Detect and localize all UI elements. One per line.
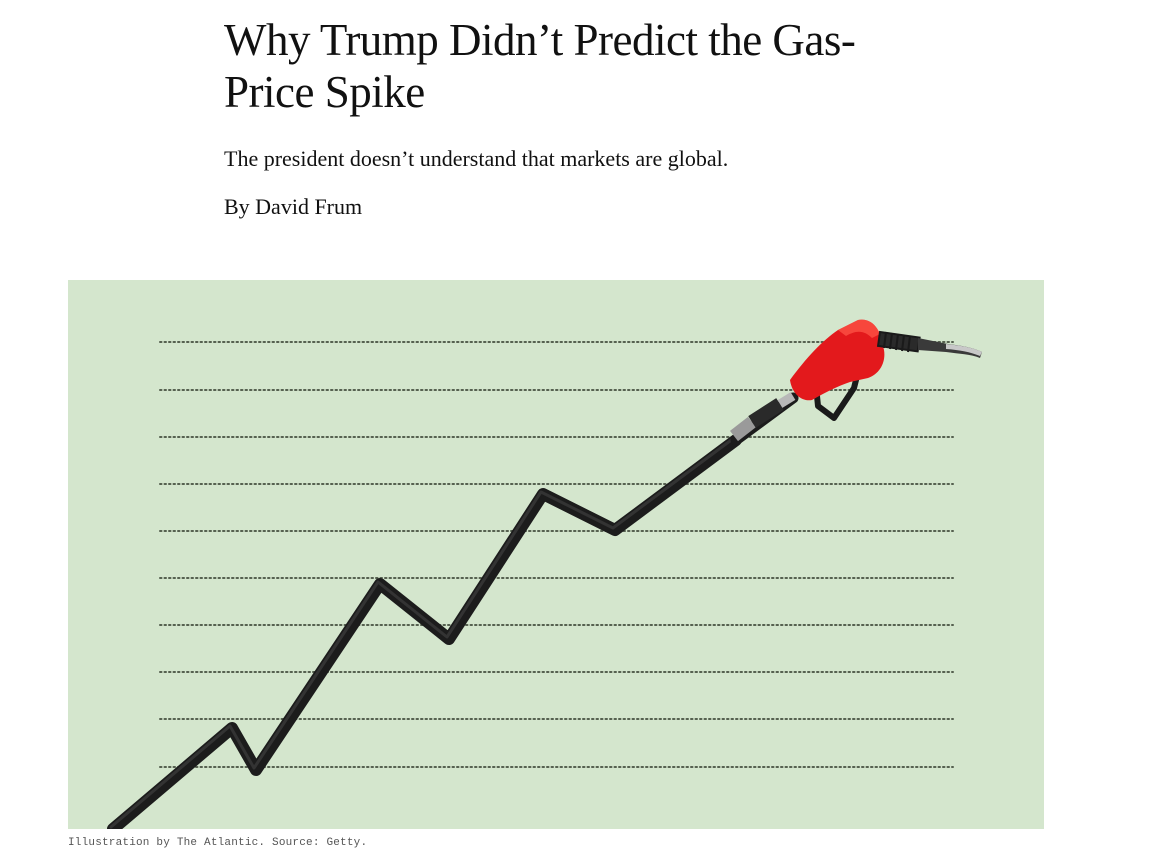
article-headline: Why Trump Didn’t Predict the Gas-Price S… (224, 15, 856, 117)
gas-nozzle-icon (790, 319, 982, 421)
article-byline: By David Frum (224, 194, 363, 219)
illustration-artwork (107, 319, 982, 829)
hose-coupling (730, 392, 796, 442)
rising-hose-line (107, 392, 799, 829)
dotted-grid-lines (159, 341, 954, 768)
article-dek: The president doesn’t understand that ma… (224, 146, 729, 171)
lead-illustration (68, 280, 1044, 829)
article-header: Why Trump Didn’t Predict the Gas-Price S… (224, 14, 924, 222)
illustration-caption: Illustration by The Atlantic. Source: Ge… (68, 837, 368, 849)
